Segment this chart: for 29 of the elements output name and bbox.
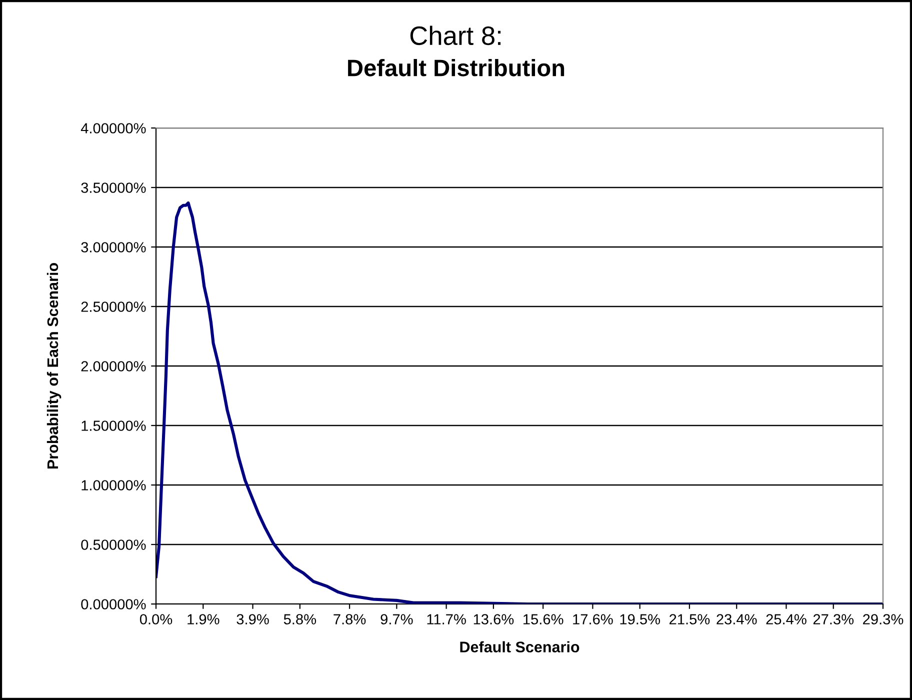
x-axis-title: Default Scenario: [460, 641, 580, 652]
y-tick-label: 2.50000%: [81, 302, 146, 312]
x-tick-label: 0.0%: [140, 614, 172, 624]
y-tick-label: 3.00000%: [81, 242, 146, 252]
x-tick-label: 5.8%: [284, 614, 316, 624]
x-tick-label: 7.8%: [334, 614, 366, 624]
x-tick-label: 17.6%: [573, 614, 613, 624]
y-tick-label: 1.50000%: [82, 420, 146, 431]
x-tick-label: 21.5%: [670, 614, 710, 624]
y-tick-label: 4.00000%: [80, 123, 146, 134]
y-tick-label: 2.00000%: [81, 361, 146, 372]
x-tick-label: 15.6%: [524, 614, 564, 624]
x-tick-label: 13.6%: [474, 614, 514, 624]
x-tick-label: 11.7%: [427, 614, 466, 624]
x-tick-label: 23.4%: [716, 614, 757, 624]
x-tick-label: 3.9%: [236, 614, 269, 624]
y-axis-title: Probability of Each Scenario: [46, 263, 62, 469]
x-tick-label: 19.5%: [620, 614, 660, 624]
x-tick-label: 27.3%: [813, 614, 854, 624]
x-tick-label: 29.3%: [863, 614, 904, 624]
chart-title: Chart 8:: [410, 26, 501, 46]
x-tick-label: 9.7%: [380, 614, 413, 624]
y-tick-label: 1.00000%: [82, 480, 146, 490]
y-tick-label: 0.50000%: [81, 540, 146, 550]
x-tick-label: 25.4%: [766, 614, 806, 624]
x-tick-label: 1.9%: [188, 614, 220, 624]
chart-subtitle: Default Distribution: [348, 58, 564, 76]
y-tick-label: 3.50000%: [81, 182, 146, 193]
y-tick-label: 0.00000%: [81, 599, 146, 610]
